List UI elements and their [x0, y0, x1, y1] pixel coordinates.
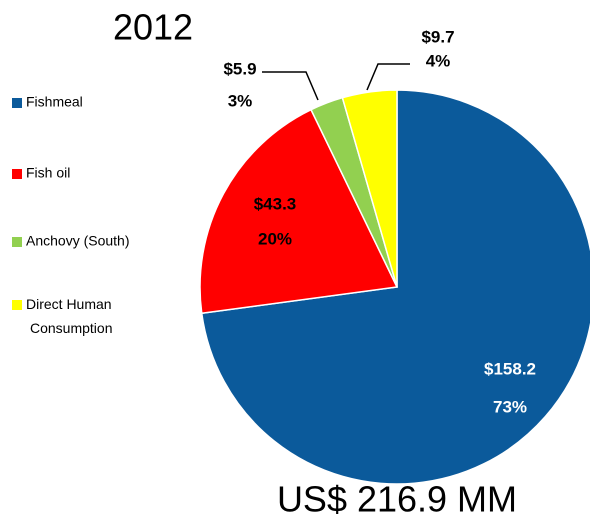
data-label: $43.3 [254, 194, 297, 213]
data-label: $5.9 [223, 59, 256, 78]
total-label: US$ 216.9 MM [277, 479, 517, 520]
percent-label: 73% [493, 397, 527, 416]
pie-slice [341, 89, 398, 288]
percent-label: 3% [228, 91, 253, 110]
leader-line [262, 71, 319, 101]
legend-label: Anchovy (South) [26, 233, 130, 249]
legend-swatch [12, 237, 22, 247]
legend-line: Direct Human [26, 296, 112, 312]
legend-label: Direct Human Consumption [26, 296, 113, 336]
data-label: $9.7 [421, 27, 454, 46]
percent-label: 20% [258, 229, 292, 248]
legend-label: Fish oil [26, 165, 70, 181]
data-label: $158.2 [484, 359, 536, 378]
legend-swatch [12, 169, 22, 179]
legend-line: Consumption [30, 320, 113, 336]
legend-swatch [12, 98, 22, 108]
pie-slice [200, 89, 590, 485]
legend-swatch [12, 300, 22, 310]
percent-label: 4% [426, 51, 451, 70]
leader-line [366, 63, 410, 91]
chart-title: 2012 [113, 7, 193, 48]
pie-slice [199, 108, 399, 315]
legend-label: Fishmeal [26, 94, 83, 110]
